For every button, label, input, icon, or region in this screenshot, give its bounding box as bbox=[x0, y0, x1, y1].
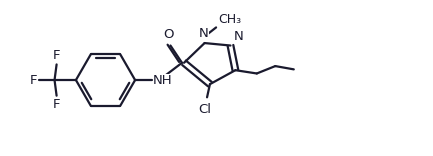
Text: O: O bbox=[164, 28, 174, 41]
Text: N: N bbox=[234, 30, 243, 44]
Text: Cl: Cl bbox=[198, 103, 211, 116]
Text: N: N bbox=[199, 27, 209, 40]
Text: F: F bbox=[29, 74, 37, 87]
Text: CH₃: CH₃ bbox=[218, 13, 241, 26]
Text: F: F bbox=[53, 98, 60, 111]
Text: NH: NH bbox=[153, 74, 172, 87]
Text: F: F bbox=[53, 49, 60, 62]
